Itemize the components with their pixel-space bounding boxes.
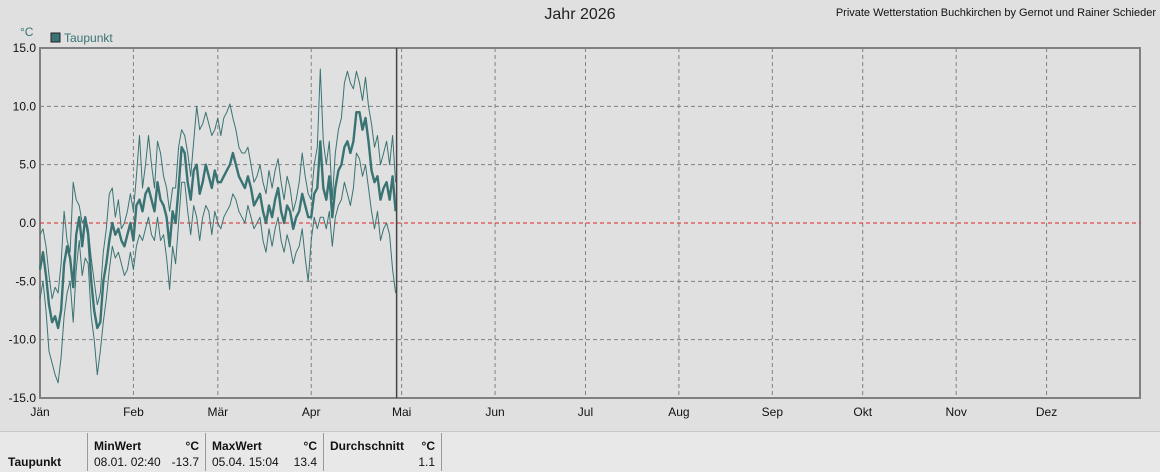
stats-panel <box>0 431 1160 472</box>
stats-max-cell: MaxWert °C 05.04. 15:04 13.4 <box>206 433 324 471</box>
min-date: 08.01. 02:40 <box>94 455 161 469</box>
avg-unit: °C <box>421 439 435 453</box>
x-tick-label: Sep <box>762 405 784 419</box>
legend-label: Taupunkt <box>64 31 113 45</box>
x-tick-label: Mai <box>392 405 411 419</box>
max-value: 13.4 <box>293 455 317 469</box>
x-tick-label: Apr <box>302 405 321 419</box>
legend-swatch <box>50 32 61 43</box>
max-unit: °C <box>303 439 317 453</box>
stats-avg-cell: Durchschnitt °C 1.1 <box>324 433 442 471</box>
avg-value: 1.1 <box>418 455 435 469</box>
y-tick-label: -10.0 <box>9 333 37 347</box>
max-date: 05.04. 15:04 <box>212 455 279 469</box>
chart-title: Jahr 2026 <box>544 6 616 23</box>
y-tick-label: 5.0 <box>19 158 36 172</box>
min-header: MinWert <box>94 439 142 453</box>
stats-row-label-cell: Taupunkt <box>0 433 88 471</box>
series-line-max <box>39 68 397 306</box>
max-header: MaxWert <box>212 439 262 453</box>
stats-row-label: Taupunkt <box>8 455 62 469</box>
stats-min-cell: MinWert °C 08.01. 02:40 -13.7 <box>88 433 206 471</box>
x-tick-label: Nov <box>945 405 966 419</box>
x-tick-label: Dez <box>1036 405 1057 419</box>
y-tick-label: 0.0 <box>19 216 36 230</box>
y-tick-label: -5.0 <box>15 274 36 288</box>
x-tick-label: Jän <box>30 405 49 419</box>
x-tick-label: Aug <box>668 405 689 419</box>
y-tick-label: -15.0 <box>9 391 37 405</box>
min-value: -13.7 <box>171 455 199 469</box>
station-credit: Private Wetterstation Buchkirchen by Ger… <box>835 7 1156 19</box>
x-tick-label: Feb <box>123 405 144 419</box>
y-unit-label: °C <box>20 25 34 39</box>
x-tick-label: Jun <box>485 405 504 419</box>
y-tick-label: 10.0 <box>13 99 37 113</box>
min-unit: °C <box>185 439 199 453</box>
x-tick-label: Okt <box>853 405 872 419</box>
avg-header: Durchschnitt <box>330 439 405 453</box>
x-tick-label: Jul <box>578 405 593 419</box>
series-line-average <box>38 110 397 330</box>
series-line-min <box>39 152 397 384</box>
chart: Jän Feb Mär Apr Mai Jun Jul Aug Sep Okt Nov Dez 15.0… <box>9 25 1141 419</box>
y-tick-label: 15.0 <box>13 41 37 55</box>
x-tick-label: Mär <box>207 405 228 419</box>
